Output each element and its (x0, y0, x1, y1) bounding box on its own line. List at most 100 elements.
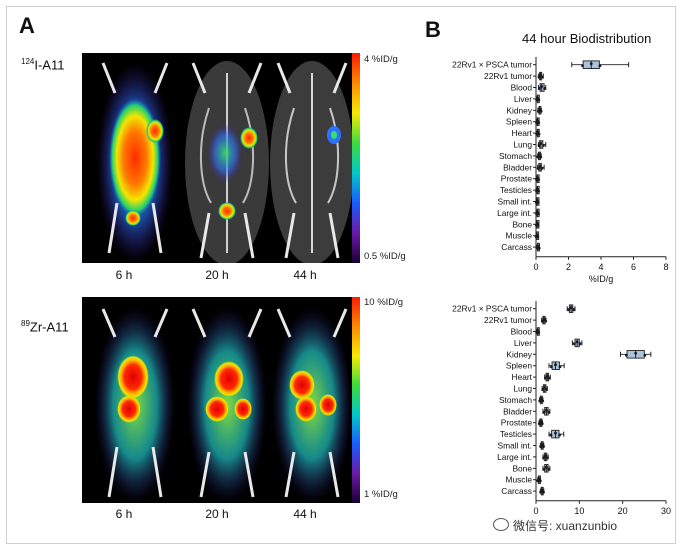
data-point (540, 422, 544, 426)
box-2 (535, 327, 541, 336)
box-3 (535, 94, 541, 104)
category-label: Stomach (499, 395, 532, 405)
box-10 (535, 174, 540, 183)
x-tick-label: 6 (631, 262, 636, 272)
box-3 (571, 338, 583, 348)
data-point (540, 75, 544, 79)
chart-title: 44 hour Biodistribution (522, 31, 652, 46)
category-label: Bone (512, 219, 532, 229)
data-point (545, 388, 548, 391)
colorbar-124i-max: 4 %ID/g (364, 54, 398, 65)
figure-frame: A B 124I-A11 89Zr-A11 (6, 6, 676, 544)
category-label: Carcass (501, 486, 532, 496)
category-label: Heart (512, 372, 533, 382)
data-point (549, 433, 553, 437)
pet-scan-strip-124i (82, 53, 352, 263)
data-point (573, 342, 576, 346)
data-point (539, 490, 542, 494)
data-point (536, 479, 540, 483)
box-7 (541, 384, 548, 393)
data-point (537, 144, 541, 147)
data-point (537, 331, 541, 334)
data-point (634, 351, 638, 355)
data-point (545, 465, 548, 469)
data-point (540, 443, 544, 446)
data-point (558, 433, 561, 437)
data-point (539, 73, 542, 77)
data-point (539, 142, 543, 145)
data-point (539, 155, 543, 159)
time-label-44h: 44 h (293, 268, 317, 282)
data-point (537, 212, 540, 216)
time-label-20h: 20 h (205, 268, 229, 282)
data-point (538, 107, 541, 111)
box-6 (535, 128, 541, 138)
data-point (537, 178, 540, 182)
box-9 (542, 407, 551, 416)
data-point (537, 422, 541, 426)
category-label: Bladder (503, 162, 532, 172)
data-point (536, 130, 540, 134)
category-label: Muscle (505, 475, 532, 485)
time-label-6h: 6 h (115, 268, 133, 282)
category-label: Blood (511, 327, 533, 337)
x-tick-label: 10 (574, 506, 584, 516)
data-point (537, 153, 541, 157)
data-point (545, 374, 549, 378)
data-point (544, 319, 548, 323)
box-4 (536, 106, 543, 115)
category-label: Carcass (501, 242, 532, 252)
category-label: Testicles (500, 429, 532, 439)
time-label-20h-row2: 20 h (205, 507, 229, 521)
data-point (543, 386, 547, 389)
box-2 (537, 83, 547, 92)
box-11 (548, 429, 565, 439)
data-point (542, 410, 546, 414)
time-label-6h-row2: 6 h (115, 507, 133, 521)
data-point (541, 399, 545, 403)
category-label: Prostate (501, 174, 533, 184)
data-point (542, 144, 545, 147)
data-point (625, 353, 628, 357)
data-point (538, 87, 541, 90)
pet-scan-89zr-image (95, 307, 352, 503)
data-point (537, 98, 541, 102)
data-point (537, 189, 540, 193)
data-point (546, 456, 549, 460)
x-tick-label: 2 (566, 262, 571, 272)
pet-scan-124i-image (97, 61, 352, 263)
data-point (643, 353, 647, 357)
data-point (538, 399, 542, 403)
data-point (537, 246, 541, 250)
data-point (575, 340, 579, 344)
box-0 (566, 304, 576, 313)
data-point (550, 365, 553, 369)
x-tick-label: 4 (598, 262, 603, 272)
data-point (543, 376, 547, 380)
category-label: Stomach (499, 151, 532, 161)
box-15 (534, 231, 540, 240)
data-point (536, 201, 540, 204)
category-label: Small int. (498, 441, 532, 451)
wechat-icon (493, 518, 509, 531)
x-tick-label: 0 (533, 506, 538, 516)
data-point (540, 488, 544, 492)
box-5 (535, 117, 541, 126)
category-label: 22Rv1 tumor (484, 315, 532, 325)
data-point (536, 166, 540, 170)
box-12 (539, 441, 545, 450)
data-point (589, 62, 593, 66)
data-point (536, 155, 540, 159)
box-8 (538, 395, 545, 405)
category-label: Spleen (506, 117, 532, 127)
category-label: Large int. (497, 452, 532, 462)
data-point (536, 109, 540, 113)
x-tick-label: 30 (661, 506, 671, 516)
tracer-label-89zr: 89Zr-A11 (21, 319, 69, 335)
colorbar-89zr (352, 297, 360, 503)
tracer-label-124i: 124I-A11 (21, 57, 65, 73)
data-point (540, 85, 544, 88)
data-point (569, 306, 573, 310)
data-point (543, 87, 547, 90)
data-point (536, 223, 540, 227)
